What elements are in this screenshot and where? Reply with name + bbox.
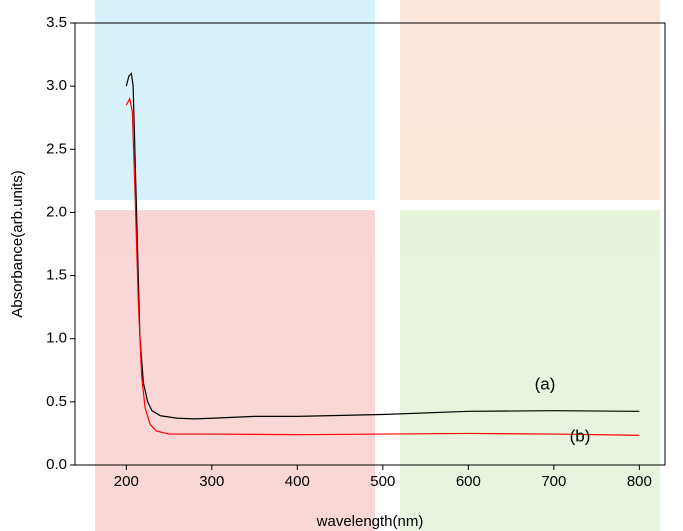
series-label: (b) (570, 426, 591, 445)
x-tick-label: 800 (627, 473, 652, 490)
x-tick-label: 600 (456, 473, 481, 490)
y-tick-label: 1.5 (46, 267, 67, 284)
y-tick-label: 1.0 (46, 330, 67, 347)
x-tick-label: 700 (541, 473, 566, 490)
series-label: (a) (535, 374, 556, 393)
x-tick-label: 200 (114, 473, 139, 490)
chart: wavelength(nm) Absorbance(arb.units) 0.0… (0, 0, 683, 531)
y-tick-label: 0.0 (46, 456, 67, 473)
x-tick-label: 500 (370, 473, 395, 490)
y-tick-label: 3.5 (46, 14, 67, 31)
y-tick-label: 2.5 (46, 140, 67, 157)
x-axis-label: wavelength(nm) (316, 513, 424, 530)
y-tick-label: 3.0 (46, 77, 67, 94)
y-axis-label: Absorbance(arb.units) (9, 170, 26, 318)
y-tick-label: 2.0 (46, 203, 67, 220)
x-tick-label: 400 (285, 473, 310, 490)
y-tick-label: 0.5 (46, 393, 67, 410)
x-tick-label: 300 (199, 473, 224, 490)
watermark (95, 0, 660, 531)
